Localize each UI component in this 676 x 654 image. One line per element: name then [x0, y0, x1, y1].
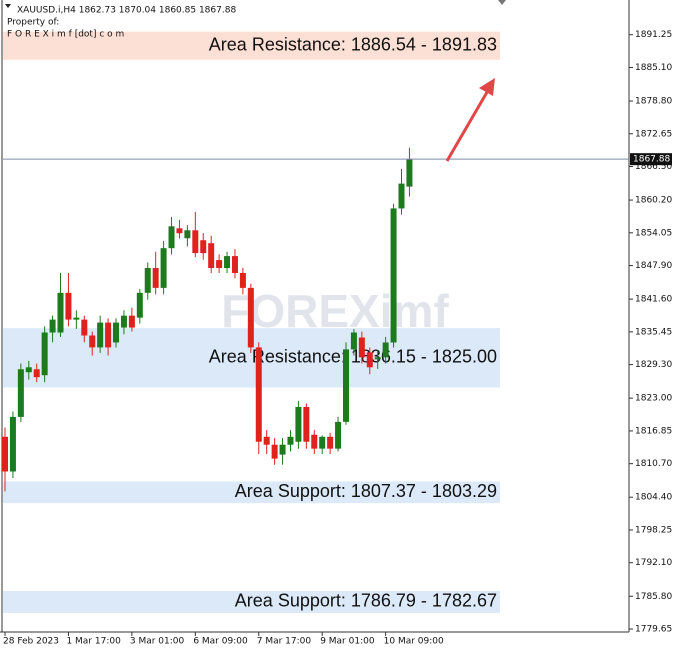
y-tick-label: 1785.80 — [635, 592, 672, 602]
y-tick-label: 1885.10 — [635, 63, 672, 73]
y-tick-label: 1854.05 — [635, 228, 672, 238]
candle-body — [239, 272, 246, 288]
candle-body — [366, 352, 373, 368]
candle-body — [374, 357, 381, 360]
x-tick-label: 1 Mar 17:00 — [66, 637, 121, 647]
y-tick-label: 1860.20 — [635, 196, 672, 206]
y-tick-label: 1816.85 — [635, 426, 672, 436]
y-tick-label: 1841.60 — [635, 295, 672, 305]
candle-body — [136, 292, 143, 318]
price-label: 1867.88 — [633, 155, 670, 165]
candle-body — [358, 337, 365, 358]
shift-marker — [498, 0, 506, 5]
candle-body — [287, 436, 294, 445]
candle-body — [279, 444, 286, 455]
y-tick-label: 1835.45 — [635, 327, 672, 337]
candle-body — [152, 268, 159, 288]
candle-body — [319, 436, 326, 449]
candle-body — [342, 349, 349, 422]
x-tick-label: 9 Mar 01:00 — [320, 637, 375, 647]
candle-body — [89, 335, 96, 348]
candle-body — [17, 369, 24, 417]
y-tick-label: 1891.25 — [635, 30, 672, 40]
x-tick-label: 10 Mar 09:00 — [384, 637, 444, 647]
owner-line: Property of: — [7, 18, 59, 28]
candle-body — [311, 434, 318, 449]
candle-body — [81, 319, 88, 336]
candle-body — [73, 317, 80, 320]
candle-body — [120, 315, 127, 328]
symbol-header: XAUUSD.i,H4 1862.73 1870.04 1860.85 1867… — [17, 6, 236, 16]
candle-body — [9, 416, 16, 472]
menu-triangle — [5, 4, 11, 8]
y-tick-label: 1847.90 — [635, 261, 672, 271]
candle-body — [2, 436, 8, 472]
owner-site: F O R E X i m f [dot] c o m — [7, 30, 124, 40]
candle-body — [335, 421, 342, 449]
y-tick-label: 1804.40 — [635, 493, 672, 503]
candle-body — [33, 369, 40, 378]
y-tick-label: 1878.80 — [635, 97, 672, 107]
candle-body — [128, 315, 135, 328]
candle-body — [41, 332, 48, 376]
price-label-bg — [630, 153, 672, 166]
trend-arrow — [445, 86, 492, 162]
zone-label: Area Resistance: 1836.15 - 1825.00 — [209, 347, 497, 367]
y-tick-label: 1829.30 — [635, 360, 672, 370]
candle-body — [208, 243, 215, 269]
y-tick-label: 1779.65 — [635, 625, 672, 635]
y-tick-label: 1872.65 — [635, 129, 672, 139]
zone — [3, 31, 500, 60]
candle-body — [390, 208, 397, 343]
candle-body — [144, 268, 151, 293]
watermark: FOREXimf — [221, 285, 449, 337]
candle-body — [398, 183, 405, 209]
zones — [3, 31, 500, 613]
zone — [3, 590, 500, 613]
candle-body — [113, 322, 120, 343]
candle-body — [97, 322, 104, 348]
candle-body — [247, 287, 254, 348]
candle-body — [176, 228, 183, 234]
y-tick-label: 1866.50 — [635, 162, 672, 172]
candle-body — [303, 406, 310, 442]
candle-body — [406, 159, 413, 187]
candle-body — [192, 230, 199, 254]
candle-body — [295, 406, 302, 442]
candle-body — [231, 256, 238, 273]
x-tick-label: 3 Mar 01:00 — [130, 637, 185, 647]
x-tick-label: 6 Mar 09:00 — [193, 637, 248, 647]
candle-body — [57, 292, 64, 333]
candle-body — [65, 292, 72, 320]
candle-body — [382, 342, 389, 358]
candle-body — [168, 226, 175, 249]
candle-body — [263, 436, 270, 445]
x-tick-label: 28 Feb 2023 — [3, 637, 59, 647]
trend-arrow-head — [479, 78, 495, 96]
y-tick-label: 1798.25 — [635, 525, 672, 535]
candle-body — [255, 347, 262, 442]
candle-body — [224, 256, 231, 269]
candle-body — [200, 240, 207, 254]
zone-label: Area Support: 1807.37 - 1803.29 — [235, 481, 497, 501]
zone — [3, 481, 500, 504]
y-tick-label: 1810.70 — [635, 459, 672, 469]
candle-body — [350, 332, 357, 350]
candle-body — [327, 436, 334, 449]
candle-body — [160, 248, 167, 288]
zone-label: Area Resistance: 1886.54 - 1891.83 — [209, 34, 497, 54]
candle-body — [25, 367, 32, 373]
candle-body — [105, 322, 112, 348]
y-tick-label: 1792.10 — [635, 558, 672, 568]
zone-label: Area Support: 1786.79 - 1782.67 — [235, 591, 497, 611]
y-tick-label: 1823.00 — [635, 394, 672, 404]
candle-body — [184, 230, 191, 239]
candle-body — [271, 444, 278, 459]
candle-body — [216, 260, 223, 269]
candle-body — [49, 319, 56, 333]
x-tick-label: 7 Mar 17:00 — [257, 637, 312, 647]
